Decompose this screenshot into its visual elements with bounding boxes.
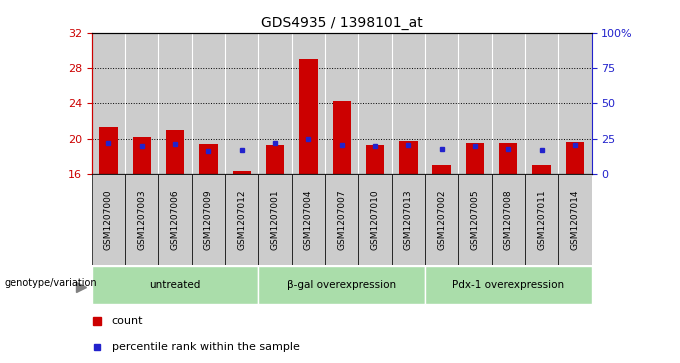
Text: GSM1207001: GSM1207001 [271,189,279,250]
Bar [192,33,225,174]
Text: GSM1207008: GSM1207008 [504,189,513,250]
Bar [233,171,251,174]
Bar [225,174,258,265]
Bar [425,33,458,174]
Bar [432,166,451,174]
Bar [325,174,358,265]
Bar [258,174,292,265]
Bar [92,266,258,304]
Text: GSM1207004: GSM1207004 [304,189,313,250]
Bar [492,33,525,174]
Text: β-gal overexpression: β-gal overexpression [287,280,396,290]
Bar [333,101,351,174]
Text: GSM1207014: GSM1207014 [571,189,579,250]
Bar [458,33,492,174]
Bar [92,33,125,174]
Bar [158,174,192,265]
Bar [125,174,158,265]
Text: untreated: untreated [150,280,201,290]
Bar [558,174,592,265]
Bar [425,174,458,265]
Bar [525,174,558,265]
Text: GSM1207009: GSM1207009 [204,189,213,250]
Bar [292,174,325,265]
Bar [299,59,318,174]
Text: GSM1207000: GSM1207000 [104,189,113,250]
Bar [292,33,325,174]
Text: genotype/variation: genotype/variation [5,278,97,288]
Bar [158,33,192,174]
Bar [358,33,392,174]
Bar [258,33,292,174]
Bar [125,33,158,174]
Bar [525,33,558,174]
Bar [566,142,584,174]
Bar [425,266,592,304]
Text: GSM1207007: GSM1207007 [337,189,346,250]
Text: GSM1207003: GSM1207003 [137,189,146,250]
Text: GSM1207012: GSM1207012 [237,189,246,250]
Bar [225,33,258,174]
Bar [92,174,125,265]
Text: GSM1207002: GSM1207002 [437,189,446,250]
Bar [399,140,418,174]
Bar [258,266,425,304]
Bar [99,127,118,174]
Bar [392,174,425,265]
Bar [499,143,517,174]
Bar [532,166,551,174]
Text: GSM1207006: GSM1207006 [171,189,180,250]
Text: count: count [112,316,143,326]
Bar [166,130,184,174]
Bar [266,145,284,174]
Title: GDS4935 / 1398101_at: GDS4935 / 1398101_at [261,16,422,30]
Text: GSM1207013: GSM1207013 [404,189,413,250]
Bar [458,174,492,265]
Text: GSM1207011: GSM1207011 [537,189,546,250]
Bar [192,174,225,265]
Bar [366,145,384,174]
Bar [325,33,358,174]
Text: GSM1207010: GSM1207010 [371,189,379,250]
Text: Pdx-1 overexpression: Pdx-1 overexpression [452,280,564,290]
Bar [358,174,392,265]
Text: GSM1207005: GSM1207005 [471,189,479,250]
Bar [558,33,592,174]
Bar [392,33,425,174]
Bar [466,143,484,174]
Bar [133,137,151,174]
Text: percentile rank within the sample: percentile rank within the sample [112,342,300,352]
Bar [199,144,218,174]
Bar [492,174,525,265]
